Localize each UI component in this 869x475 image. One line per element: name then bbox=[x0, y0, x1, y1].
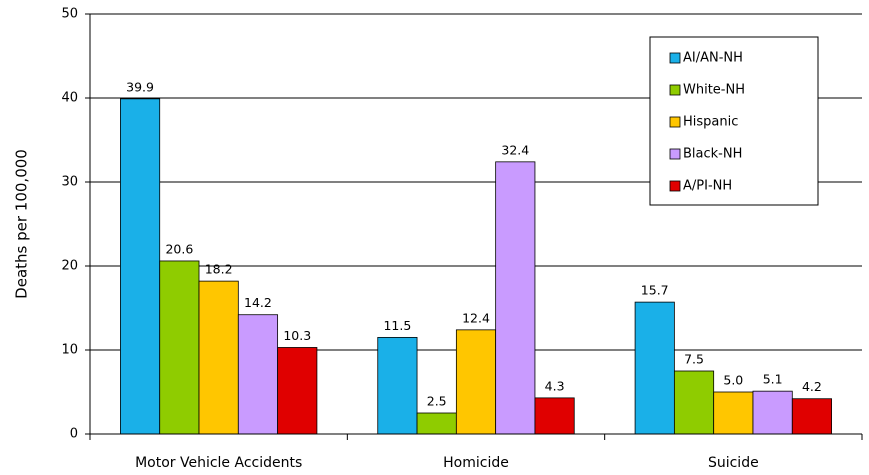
bar bbox=[455, 329, 497, 435]
x-tick-label: Suicide bbox=[708, 455, 759, 471]
bar bbox=[791, 398, 832, 435]
legend-swatch bbox=[669, 116, 681, 128]
y-tick-label: 20 bbox=[61, 259, 78, 274]
value-label: 18.2 bbox=[205, 262, 233, 277]
y-axis-label: Deaths per 100,000 bbox=[13, 149, 31, 299]
value-label: 5.0 bbox=[723, 373, 743, 388]
bar bbox=[534, 397, 575, 435]
bar bbox=[634, 301, 675, 435]
x-tick-label: Motor Vehicle Accidents bbox=[135, 455, 302, 471]
value-label: 11.5 bbox=[383, 318, 411, 333]
value-label: 7.5 bbox=[684, 352, 704, 367]
legend-label: AI/AN-NH bbox=[683, 51, 743, 66]
value-label: 39.9 bbox=[126, 79, 154, 94]
bar bbox=[237, 314, 279, 435]
y-tick-label: 40 bbox=[61, 91, 78, 106]
bar bbox=[752, 390, 793, 435]
bar bbox=[277, 347, 318, 435]
legend-label: Black-NH bbox=[683, 147, 742, 162]
legend-label: Hispanic bbox=[683, 115, 738, 130]
value-label: 10.3 bbox=[283, 328, 311, 343]
bar bbox=[416, 412, 457, 435]
y-tick-label: 30 bbox=[61, 175, 78, 190]
legend-label: White-NH bbox=[683, 83, 745, 98]
legend-swatch bbox=[669, 180, 681, 192]
x-tick-label: Homicide bbox=[443, 455, 509, 471]
bar bbox=[673, 370, 715, 435]
bar bbox=[159, 260, 200, 435]
value-label: 2.5 bbox=[427, 394, 447, 409]
legend-swatch bbox=[669, 52, 681, 64]
y-tick-label: 10 bbox=[61, 343, 78, 358]
bar bbox=[198, 280, 239, 435]
legend-swatch bbox=[669, 84, 681, 96]
legend-box bbox=[649, 36, 819, 206]
bar bbox=[713, 391, 754, 435]
legend-label: A/PI-NH bbox=[683, 179, 732, 194]
value-label: 15.7 bbox=[641, 283, 669, 298]
value-label: 12.4 bbox=[462, 310, 490, 325]
value-label: 14.2 bbox=[244, 295, 272, 310]
legend-swatch bbox=[669, 148, 681, 160]
value-label: 4.2 bbox=[802, 379, 822, 394]
bar bbox=[120, 98, 161, 435]
bar bbox=[495, 161, 536, 435]
y-tick-label: 0 bbox=[70, 427, 78, 442]
bar bbox=[377, 336, 418, 435]
value-label: 20.6 bbox=[165, 241, 193, 256]
value-label: 32.4 bbox=[501, 142, 529, 157]
y-tick-label: 50 bbox=[61, 7, 78, 22]
value-label: 4.3 bbox=[545, 378, 565, 393]
value-label: 5.1 bbox=[763, 372, 783, 387]
